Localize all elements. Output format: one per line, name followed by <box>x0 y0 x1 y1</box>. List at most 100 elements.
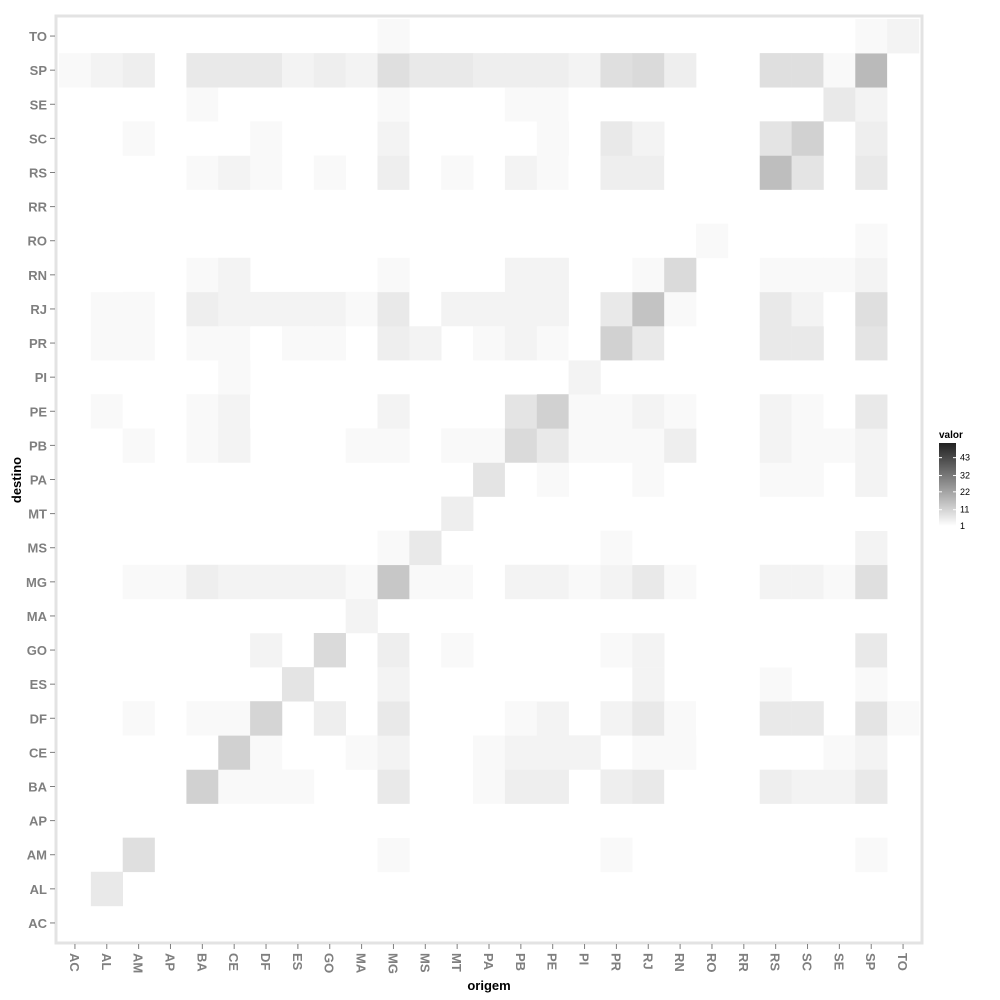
heatmap-cell-CE-BA <box>186 735 219 770</box>
heatmap-cell-PB-AM <box>122 428 155 463</box>
heatmap-cell-RJ-PB <box>504 291 538 327</box>
heatmap-cell-PB-MG <box>377 428 410 463</box>
heatmap-cell-MG-PA <box>473 564 506 600</box>
x-tick-label-PR: PR <box>608 953 623 972</box>
x-axis-title: origem <box>467 978 510 993</box>
heatmap-cell-PR-SP <box>855 326 888 361</box>
heatmap-cell-TO-TO <box>887 19 920 54</box>
heatmap-cell-RN-PB <box>504 257 538 293</box>
heatmap-cell-SC-RS <box>759 121 792 156</box>
heatmap-cell-SC-SC <box>791 121 824 156</box>
x-tick-label-PI: PI <box>577 953 592 965</box>
heatmap-cell-AM-PE <box>536 837 569 873</box>
heatmap-cell-SE-CE <box>218 87 251 122</box>
heatmap-cell-BA-SE <box>823 769 856 804</box>
heatmap-cell-SP-MT <box>441 53 474 88</box>
heatmap-cell-DF-AM <box>122 701 155 736</box>
heatmap-cell-MG-PB <box>504 564 538 600</box>
heatmap-cell-BA-BA <box>186 769 219 804</box>
heatmap-cell-RS-SP <box>855 155 888 190</box>
heatmap-cell-CE-RN <box>664 735 697 770</box>
heatmap-cell-RJ-AM <box>122 291 155 327</box>
heatmap-cell-RN-MG <box>377 257 410 293</box>
y-tick-label-SE: SE <box>30 97 48 112</box>
x-tick-label-SE: SE <box>831 953 846 971</box>
heatmap-cell-MA-PB <box>504 598 538 634</box>
heatmap-cell-PB-MA <box>345 428 378 463</box>
heatmap-cell-BA-PE <box>536 769 569 804</box>
heatmap-cell-SP-CE <box>218 53 251 88</box>
legend-title: valor <box>939 430 963 441</box>
heatmap-cell-GO-RJ <box>632 633 665 668</box>
heatmap-cell-RO-RO <box>696 223 729 259</box>
heatmap-cell-SP-AC <box>59 53 92 88</box>
heatmap-cell-PE-RS <box>759 394 792 429</box>
heatmap-cell-ES-ES <box>281 667 315 702</box>
heatmap-cell-PB-SE <box>823 428 856 463</box>
legend-label-32: 32 <box>960 471 970 481</box>
heatmap-cell-PE-RN <box>664 394 697 429</box>
heatmap-cell-DF-RJ <box>632 701 665 736</box>
heatmap-cell-MG-PI <box>568 564 601 600</box>
heatmap-cell-RJ-SC <box>791 291 824 327</box>
heatmap-cell-PR-CE <box>218 326 251 361</box>
heatmap-cell-SP-PR <box>600 53 633 88</box>
heatmap-cell-RJ-ES <box>281 291 315 327</box>
x-tick-label-RJ: RJ <box>640 953 655 970</box>
y-tick-label-RJ: RJ <box>30 302 47 317</box>
heatmap-cell-GO-MT <box>441 633 474 668</box>
heatmap-cell-MG-BA <box>186 564 219 600</box>
heatmap-cell-MA-RJ <box>632 598 665 634</box>
heatmap-cell-SE-RJ <box>632 87 665 122</box>
heatmap-cell-RJ-RN <box>664 291 697 327</box>
y-tick-label-MS: MS <box>28 541 48 556</box>
heatmap-cell-RJ-BA <box>186 291 219 327</box>
heatmap-cell-CE-CE <box>218 735 251 770</box>
heatmap-cell-MG-GO <box>313 564 346 600</box>
x-tick-label-MA: MA <box>354 953 369 974</box>
heatmap-cell-MT-SP <box>855 496 888 531</box>
heatmap-cell-BA-RJ <box>632 769 665 804</box>
x-tick-label-RO: RO <box>704 953 719 973</box>
heatmap-cell-ES-PE <box>536 667 569 702</box>
heatmap-cell-PR-DF <box>250 326 283 361</box>
heatmap-cell-RS-MS <box>409 155 442 190</box>
heatmap-cell-SC-DF <box>250 121 283 156</box>
heatmap-cell-SP-SC <box>791 53 824 88</box>
heatmap-cell-PB-PA <box>473 428 506 463</box>
heatmap-cell-RJ-PE <box>536 291 569 327</box>
heatmap-cell-PI-CE <box>218 360 251 395</box>
y-tick-label-SC: SC <box>29 131 48 146</box>
heatmap-cell-SP-AL <box>90 53 123 88</box>
heatmap-cell-PE-DF <box>250 394 283 429</box>
heatmap-cell-MG-SP <box>855 564 888 600</box>
legend-label-43: 43 <box>960 453 970 463</box>
heatmap-cell-SE-PB <box>504 87 538 122</box>
heatmap-cell-RN-SP <box>855 257 888 293</box>
heatmap-cell-SP-MS <box>409 53 442 88</box>
heatmap-cell-MG-DF <box>250 564 283 600</box>
heatmap-cell-DF-PE <box>536 701 569 736</box>
heatmap-cell-PB-MT <box>441 428 474 463</box>
heatmap-cell-SP-DF <box>250 53 283 88</box>
heatmap-cell-RN-RJ <box>632 257 665 293</box>
heatmap-cell-PI-PB <box>504 360 538 395</box>
heatmap-cell-MA-SP <box>855 598 888 634</box>
heatmap-cell-BA-CE <box>218 769 251 804</box>
heatmap-cell-MG-MA <box>345 564 378 600</box>
x-tick-label-PE: PE <box>545 953 560 971</box>
heatmap-cell-DF-PA <box>473 701 506 736</box>
heatmap-cell-PA-RO <box>696 462 729 497</box>
heatmap-cell-PA-PB <box>504 462 538 497</box>
heatmap-cell-RN-PR <box>600 257 633 293</box>
heatmap-cell-SE-RN <box>664 87 697 122</box>
heatmap-cell-GO-RS <box>759 633 792 668</box>
heatmap-cell-AL-RS <box>759 871 792 907</box>
heatmap-cell-BA-SC <box>791 769 824 804</box>
heatmap-cell-PR-AL <box>90 326 123 361</box>
heatmap-cell-RN-CE <box>218 257 251 293</box>
heatmap-cell-AL-AL <box>90 871 123 907</box>
heatmap-cell-SP-RN <box>664 53 697 88</box>
heatmap-cell-AM-SP <box>855 837 888 873</box>
